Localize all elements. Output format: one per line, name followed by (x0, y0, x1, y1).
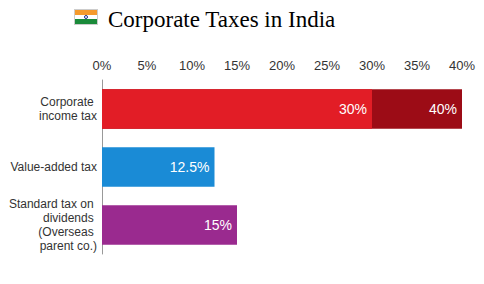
svg-text:parent co.): parent co.) (40, 239, 97, 253)
svg-text:Standard tax on: Standard tax on (9, 197, 97, 211)
svg-text:income tax: income tax (39, 109, 97, 123)
svg-text:40%: 40% (429, 101, 457, 117)
svg-text:20%: 20% (269, 58, 295, 73)
svg-text:15%: 15% (224, 58, 250, 73)
svg-text:12.5%: 12.5% (170, 159, 210, 175)
svg-text:0%: 0% (93, 58, 112, 73)
svg-text:35%: 35% (404, 58, 430, 73)
svg-text:(Overseas: (Overseas (38, 225, 97, 239)
svg-text:dividends: dividends (43, 211, 97, 225)
svg-text:5%: 5% (138, 58, 157, 73)
svg-text:25%: 25% (314, 58, 340, 73)
svg-text:30%: 30% (339, 101, 367, 117)
svg-text:Value-added tax: Value-added tax (10, 160, 97, 174)
svg-text:30%: 30% (359, 58, 385, 73)
svg-text:15%: 15% (204, 217, 232, 233)
svg-text:Corporate Taxes in India: Corporate Taxes in India (108, 7, 335, 32)
svg-text:Corporate: Corporate (40, 95, 97, 109)
svg-text:40%: 40% (449, 58, 475, 73)
svg-text:10%: 10% (179, 58, 205, 73)
